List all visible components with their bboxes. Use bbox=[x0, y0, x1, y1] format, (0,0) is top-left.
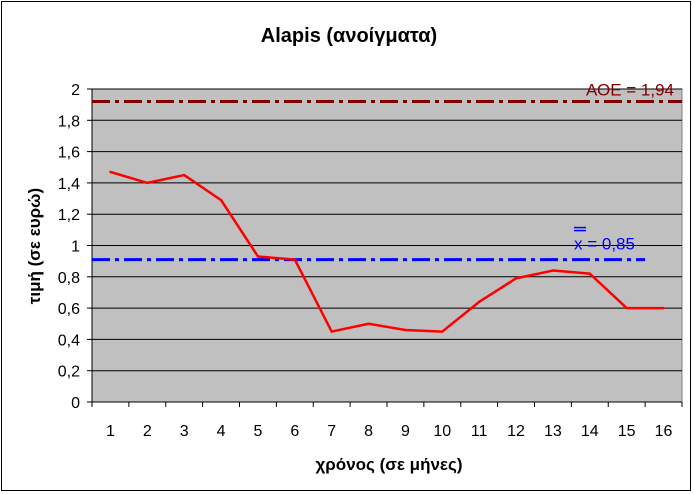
chart-title: Alapis (ανοίγματα) bbox=[261, 25, 437, 47]
data-point bbox=[256, 255, 260, 258]
y-tick-label: 2 bbox=[71, 82, 80, 99]
y-tick-label: 0,4 bbox=[58, 332, 80, 349]
data-point bbox=[477, 300, 481, 304]
x-tick-label: 2 bbox=[143, 423, 152, 440]
data-point bbox=[219, 198, 223, 202]
x-tick-label: 15 bbox=[618, 423, 636, 440]
data-point bbox=[293, 258, 297, 261]
x-tick-label: 1 bbox=[106, 423, 115, 440]
data-point bbox=[514, 277, 518, 280]
data-point bbox=[182, 173, 186, 177]
x-tick-label: 16 bbox=[655, 423, 673, 440]
x-tick-label: 13 bbox=[544, 423, 562, 440]
y-tick-label: 0,8 bbox=[58, 270, 80, 287]
x-tick-label: 12 bbox=[507, 423, 525, 440]
y-tick-label: 1,6 bbox=[58, 145, 80, 162]
x-tick-label: 5 bbox=[253, 423, 262, 440]
data-point bbox=[146, 181, 149, 185]
y-tick-label: 0,2 bbox=[58, 364, 80, 381]
data-point bbox=[330, 330, 333, 333]
aoe-label: ΑΟΕ = 1,94 bbox=[586, 81, 674, 100]
y-tick-label: 1,2 bbox=[58, 207, 80, 224]
data-point bbox=[662, 306, 665, 310]
data-point bbox=[441, 330, 444, 333]
data-point bbox=[551, 269, 555, 272]
data-point bbox=[109, 170, 112, 174]
y-tick-label: 1,8 bbox=[58, 113, 80, 130]
x-tick-label: 7 bbox=[327, 423, 336, 440]
y-tick-label: 0 bbox=[71, 395, 80, 412]
y-tick-label: 0,6 bbox=[58, 301, 80, 318]
x-tick-label: 14 bbox=[581, 423, 599, 440]
x-tick-label: 11 bbox=[471, 423, 488, 440]
x-tick-label: 10 bbox=[433, 423, 451, 440]
x-tick-label: 6 bbox=[290, 423, 299, 440]
data-point bbox=[588, 272, 592, 275]
x-tick-label: 3 bbox=[180, 423, 189, 440]
x-tick-label: 8 bbox=[364, 423, 373, 440]
series-line bbox=[110, 170, 664, 333]
y-axis-label: τιμή (σε ευρώ) bbox=[25, 188, 44, 304]
data-point bbox=[625, 306, 628, 310]
data-point bbox=[404, 328, 407, 332]
x-tick-label: 9 bbox=[401, 423, 410, 440]
mean-label: x = 0,85 bbox=[574, 235, 635, 254]
data-point bbox=[367, 322, 370, 325]
x-axis-label: χρόνος (σε μήνες) bbox=[316, 455, 463, 474]
y-tick-label: 1,4 bbox=[58, 176, 80, 193]
x-tick-label: 4 bbox=[217, 423, 226, 440]
y-tick-label: 1 bbox=[71, 239, 80, 256]
